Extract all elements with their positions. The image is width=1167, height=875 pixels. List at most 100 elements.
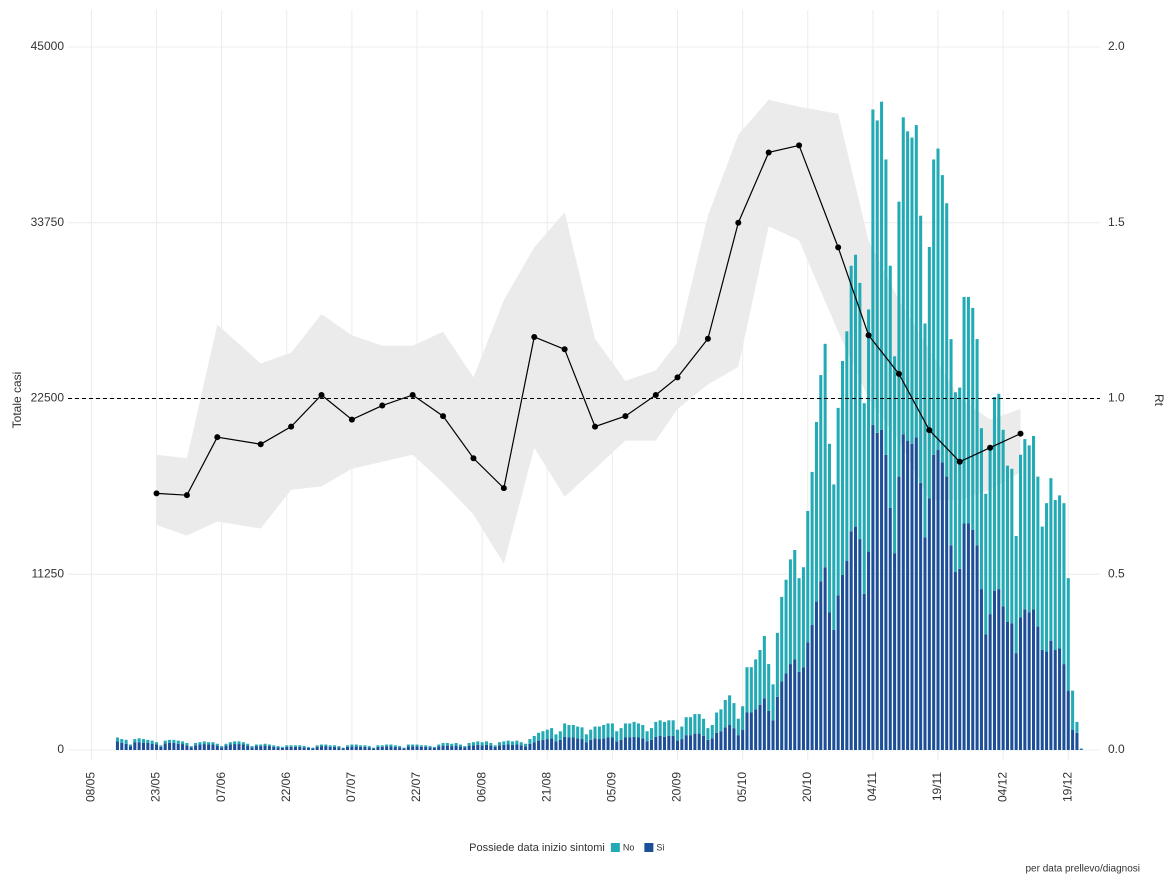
- bar: [979, 428, 983, 590]
- confidence-band: [156, 99, 1021, 564]
- bar: [1010, 468, 1014, 624]
- bar: [428, 747, 432, 750]
- bar: [220, 746, 224, 748]
- bar: [710, 738, 714, 750]
- bar: [493, 747, 497, 750]
- rt-point: [987, 444, 994, 451]
- bar: [697, 733, 701, 750]
- bar: [211, 744, 215, 750]
- bar: [133, 739, 137, 743]
- bar: [576, 726, 580, 739]
- bar: [723, 727, 727, 750]
- bar: [667, 735, 671, 750]
- bar: [406, 744, 410, 747]
- bar: [1001, 429, 1005, 607]
- bar: [1066, 578, 1070, 691]
- bar: [237, 741, 241, 745]
- bar: [906, 440, 910, 750]
- bar: [380, 745, 384, 747]
- bar: [1040, 650, 1044, 750]
- bar: [432, 746, 436, 748]
- bar: [775, 696, 779, 750]
- x-tick-label: 08/05: [84, 772, 98, 802]
- bar: [545, 729, 549, 740]
- bar: [298, 745, 302, 747]
- bar: [962, 296, 966, 524]
- bar: [302, 747, 306, 750]
- bar: [715, 732, 719, 750]
- bar: [962, 523, 966, 750]
- bar: [220, 747, 224, 750]
- bar: [524, 743, 528, 747]
- bar: [645, 741, 649, 750]
- bar: [702, 718, 706, 736]
- bar: [550, 738, 554, 750]
- bar: [189, 747, 193, 750]
- bar: [849, 265, 853, 532]
- bar: [736, 735, 740, 750]
- bar: [953, 392, 957, 572]
- bar: [250, 747, 254, 750]
- bar: [311, 748, 315, 750]
- bar: [689, 735, 693, 750]
- bar: [550, 728, 554, 739]
- bar: [563, 736, 567, 750]
- legend-swatch: [610, 843, 620, 852]
- bar: [767, 710, 771, 750]
- bar: [319, 744, 324, 747]
- rt-point: [531, 333, 538, 340]
- legend-swatch: [644, 843, 654, 852]
- bar: [910, 443, 914, 750]
- bar: [150, 743, 154, 750]
- bar: [623, 723, 627, 738]
- bar: [680, 739, 684, 750]
- bar: [124, 739, 128, 744]
- rt-point: [652, 391, 659, 398]
- bar: [649, 739, 653, 750]
- bar: [1010, 623, 1014, 750]
- bar: [254, 746, 258, 750]
- bar: [675, 729, 680, 741]
- bar: [680, 726, 684, 740]
- bar: [146, 739, 150, 743]
- bar: [793, 550, 797, 660]
- rt-point: [1017, 430, 1024, 437]
- bar: [1014, 535, 1018, 654]
- bar: [584, 742, 588, 750]
- bar: [992, 590, 996, 750]
- bar: [845, 560, 849, 750]
- bar: [684, 735, 688, 750]
- bar: [593, 738, 597, 750]
- bar: [810, 625, 814, 750]
- bar: [346, 746, 350, 750]
- rt-point: [561, 346, 568, 353]
- bar: [984, 493, 988, 635]
- bar: [554, 734, 558, 742]
- bar: [163, 740, 167, 744]
- bar: [628, 723, 632, 738]
- x-tick-label: 19/12: [1060, 772, 1074, 802]
- bar: [537, 732, 541, 741]
- bar: [359, 745, 363, 747]
- bar: [806, 510, 810, 643]
- y2-tick-label: 0.0: [1108, 742, 1125, 756]
- bar: [341, 747, 345, 749]
- bar: [897, 201, 901, 477]
- bar: [441, 742, 445, 746]
- bar: [250, 746, 254, 748]
- bar: [745, 667, 749, 713]
- bar: [306, 746, 310, 748]
- bar: [1079, 749, 1083, 750]
- bar: [932, 454, 936, 750]
- bar: [854, 254, 858, 527]
- bar: [511, 741, 515, 745]
- bar: [432, 747, 436, 750]
- rt-point: [379, 402, 386, 409]
- bar: [971, 307, 975, 530]
- bar: [133, 742, 137, 750]
- rt-point: [183, 492, 190, 499]
- bar: [259, 744, 263, 747]
- bar: [966, 523, 970, 750]
- bar: [728, 725, 732, 750]
- bar: [992, 396, 996, 591]
